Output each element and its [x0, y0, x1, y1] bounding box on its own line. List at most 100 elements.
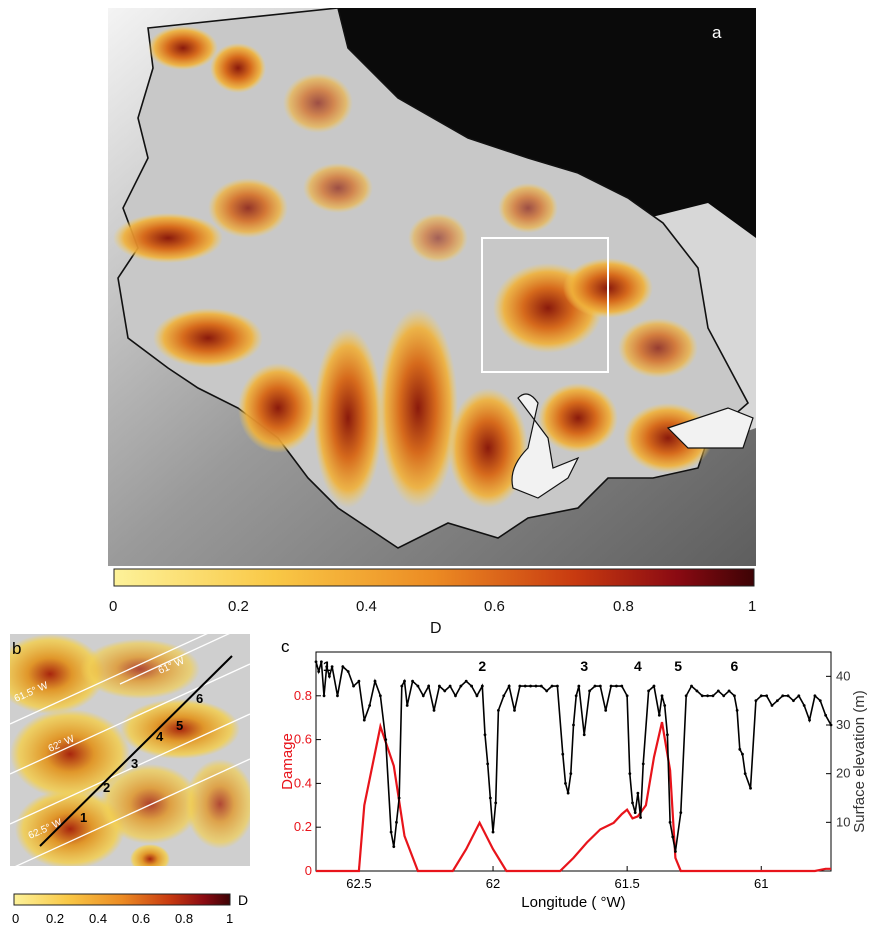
elevation-point — [775, 699, 779, 703]
point-label-6: 6 — [196, 691, 203, 706]
y-left-tick-label: 0.4 — [294, 775, 312, 790]
y-right-tick-label: 10 — [836, 814, 850, 829]
elevation-point — [352, 684, 355, 688]
point-label-2: 2 — [103, 780, 110, 795]
elevation-point — [641, 762, 645, 766]
y-left-tick-label: 0 — [305, 863, 312, 878]
elevation-point — [604, 709, 608, 712]
elevation-point — [679, 811, 683, 814]
y-left-tick-label: 0.8 — [294, 688, 312, 703]
elevation-point — [322, 694, 326, 698]
plot-frame — [315, 651, 832, 872]
elevation-point — [432, 709, 436, 712]
elevation-point — [671, 835, 675, 839]
elevation-point — [443, 689, 447, 693]
elevation-point — [357, 679, 361, 683]
elevation-point — [660, 694, 664, 698]
elevation-point — [735, 709, 739, 712]
elevation-point — [582, 733, 586, 737]
elevation-series-line — [315, 661, 832, 852]
elevation-point — [502, 694, 506, 698]
colorbar-b-tick-4: 0.8 — [175, 911, 194, 926]
elevation-point — [738, 747, 742, 751]
peak-label-3: 3 — [580, 658, 588, 674]
elevation-point — [494, 801, 498, 805]
elevation-point — [448, 684, 452, 688]
transect-line — [39, 655, 233, 847]
elevation-point — [706, 694, 710, 698]
elevation-point — [539, 684, 543, 688]
elevation-point — [743, 772, 747, 776]
elevation-point — [507, 684, 511, 688]
panel-a-map: a — [108, 8, 756, 566]
x-tick-label: 61 — [754, 876, 768, 891]
elevation-point — [529, 684, 532, 688]
elevation-point — [483, 733, 487, 737]
elevation-point — [523, 684, 527, 688]
elevation-point — [373, 679, 377, 683]
elevation-point — [459, 684, 463, 688]
elevation-point — [628, 772, 632, 776]
elevation-point — [588, 689, 591, 693]
elevation-point — [486, 762, 490, 766]
x-tick-label: 62 — [486, 876, 500, 891]
elevation-point — [464, 679, 468, 683]
y-right-tick-label: 20 — [836, 766, 850, 781]
point-label-3: 3 — [131, 756, 138, 771]
colorbar-a-tick-2: 0.4 — [356, 598, 377, 615]
elevation-point — [700, 694, 704, 698]
elevation-point — [639, 816, 642, 819]
elevation-point — [781, 694, 785, 698]
panel-b-letter: b — [12, 639, 21, 658]
elevation-point — [569, 772, 573, 776]
y-left-tick-label: 0.2 — [294, 819, 312, 834]
ocean-area — [338, 8, 756, 258]
elevation-point — [741, 752, 744, 756]
elevation-point — [674, 850, 677, 853]
elevation-point — [416, 684, 420, 688]
elevation-point — [395, 820, 398, 824]
elevation-point — [325, 665, 329, 668]
peak-label-1: 1 — [323, 658, 331, 674]
elevation-point — [754, 699, 758, 703]
damage-patches — [113, 26, 713, 508]
longitude-lines — [10, 634, 250, 866]
point-label-4: 4 — [156, 729, 164, 744]
elevation-point — [317, 670, 321, 673]
elevation-point — [411, 679, 414, 683]
peak-label-4: 4 — [634, 658, 642, 674]
elevation-point — [362, 718, 366, 722]
y-right-tick-label: 30 — [836, 717, 850, 732]
elevation-point — [545, 689, 549, 693]
elevation-point — [818, 699, 822, 703]
elevation-point — [491, 830, 495, 834]
y-right-axis-label: Surface elevation (m) — [851, 690, 868, 833]
elevation-point — [427, 684, 431, 688]
elevation-point — [513, 709, 516, 712]
elevation-point — [389, 830, 393, 834]
elevation-point — [797, 694, 801, 698]
x-tick-label: 62.5 — [346, 876, 371, 891]
elevation-point — [727, 689, 731, 693]
elevation-point — [336, 694, 339, 698]
y-left-axis-label: Damage — [279, 733, 296, 790]
elevation-point — [668, 820, 672, 824]
y-right-tick-label: 40 — [836, 668, 850, 683]
elevation-point — [690, 684, 693, 688]
elevation-point — [574, 694, 578, 698]
colorbar-a-tick-1: 0.2 — [228, 598, 249, 615]
colorbar-b-label: D — [238, 892, 249, 908]
elevation-point — [475, 694, 479, 698]
elevation-point — [802, 704, 806, 707]
elevation-point — [534, 684, 538, 688]
elevation-point — [620, 684, 624, 688]
panel-b-colorbar — [13, 893, 231, 906]
elevation-point — [403, 679, 406, 683]
colorbar-a-tick-0: 0 — [109, 598, 118, 615]
peak-label-5: 5 — [674, 658, 682, 674]
elevation-point — [392, 845, 396, 849]
elevation-point — [378, 694, 382, 698]
elevation-point — [550, 684, 554, 688]
elevation-point — [384, 738, 388, 741]
